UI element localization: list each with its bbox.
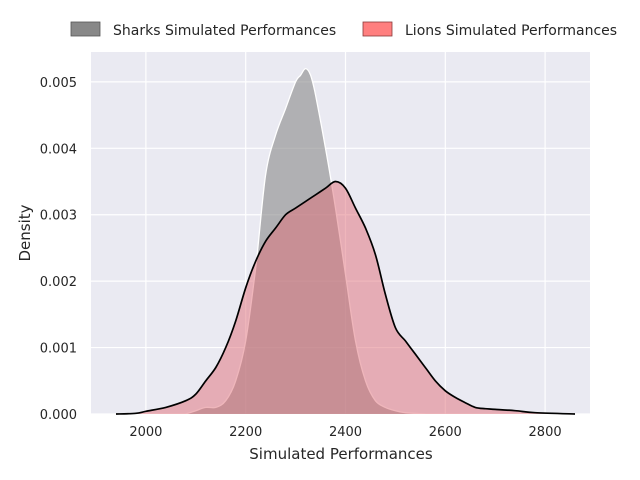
legend-label-lions: Lions Simulated Performances: [405, 23, 617, 39]
density-line-lions: [115, 180, 576, 415]
y-tick-label: 0.001: [40, 342, 77, 357]
y-axis-label: Density: [16, 204, 34, 261]
legend-swatch-lions: [362, 21, 393, 37]
x-tick-label: 2800: [529, 425, 562, 440]
series-layer: [115, 67, 576, 415]
legend: Sharks Simulated Performances Lions Simu…: [70, 21, 617, 39]
tick-labels: 2000 2200 2400 2600 2800 0.000 0.001 0.002 0.003…: [40, 76, 562, 440]
y-tick-label: 0.002: [40, 275, 77, 290]
y-tick-label: 0.004: [40, 142, 77, 157]
x-tick-label: 2000: [129, 425, 162, 440]
legend-label-sharks: Sharks Simulated Performances: [113, 23, 336, 39]
x-tick-label: 2200: [229, 425, 262, 440]
density-area-lions: [116, 181, 575, 414]
x-tick-label: 2400: [329, 425, 362, 440]
x-tick-label: 2600: [429, 425, 462, 440]
x-axis-label: Simulated Performances: [249, 445, 433, 463]
y-tick-label: 0.003: [40, 209, 77, 224]
legend-swatch-sharks: [70, 21, 101, 37]
y-tick-label: 0.005: [40, 76, 77, 91]
y-tick-label: 0.000: [40, 408, 77, 423]
